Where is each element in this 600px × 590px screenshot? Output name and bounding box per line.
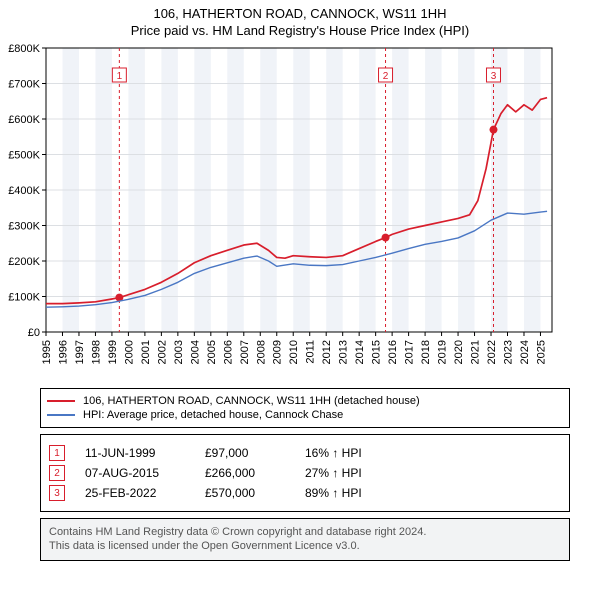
svg-text:£500K: £500K (8, 150, 40, 162)
svg-text:2003: 2003 (173, 340, 185, 364)
svg-text:2008: 2008 (255, 340, 267, 364)
chart-titles: 106, HATHERTON ROAD, CANNOCK, WS11 1HH P… (0, 0, 600, 38)
sale-delta: 89% ↑ HPI (305, 486, 405, 500)
sale-row: 1 11-JUN-1999 £97,000 16% ↑ HPI (49, 445, 561, 461)
license-line-2: This data is licensed under the Open Gov… (49, 539, 561, 553)
sale-date: 07-AUG-2015 (85, 466, 205, 480)
svg-text:2016: 2016 (387, 340, 399, 364)
svg-text:1995: 1995 (41, 340, 53, 364)
svg-text:2010: 2010 (288, 340, 300, 364)
legend: 106, HATHERTON ROAD, CANNOCK, WS11 1HH (… (40, 388, 570, 428)
svg-text:£400K: £400K (8, 185, 40, 197)
svg-text:£700K: £700K (8, 79, 40, 91)
sales-table: 1 11-JUN-1999 £97,000 16% ↑ HPI 2 07-AUG… (40, 434, 570, 512)
sale-price: £266,000 (205, 466, 305, 480)
svg-text:2014: 2014 (354, 340, 366, 364)
legend-label: 106, HATHERTON ROAD, CANNOCK, WS11 1HH (… (83, 395, 420, 407)
svg-text:2020: 2020 (453, 340, 465, 364)
svg-text:1999: 1999 (107, 340, 119, 364)
svg-text:£100K: £100K (8, 292, 40, 304)
svg-text:2012: 2012 (321, 340, 333, 364)
svg-text:2001: 2001 (140, 340, 152, 364)
svg-text:£800K: £800K (8, 43, 40, 55)
svg-text:3: 3 (491, 71, 497, 82)
sale-row: 2 07-AUG-2015 £266,000 27% ↑ HPI (49, 465, 561, 481)
svg-text:£600K: £600K (8, 114, 40, 126)
svg-text:1998: 1998 (90, 340, 102, 364)
svg-text:2018: 2018 (420, 340, 432, 364)
svg-text:2025: 2025 (535, 340, 547, 364)
sale-price: £570,000 (205, 486, 305, 500)
sale-marker-icon: 2 (49, 465, 65, 481)
sale-marker-icon: 3 (49, 485, 65, 501)
sale-marker-icon: 1 (49, 445, 65, 461)
svg-text:2000: 2000 (123, 340, 135, 364)
sale-delta: 16% ↑ HPI (305, 446, 405, 460)
sale-row: 3 25-FEB-2022 £570,000 89% ↑ HPI (49, 485, 561, 501)
svg-text:2006: 2006 (222, 340, 234, 364)
svg-text:2017: 2017 (404, 340, 416, 364)
svg-text:2011: 2011 (305, 340, 317, 364)
svg-text:2024: 2024 (519, 340, 531, 364)
title-subtitle: Price paid vs. HM Land Registry's House … (0, 23, 600, 38)
sale-date: 25-FEB-2022 (85, 486, 205, 500)
svg-text:1: 1 (117, 71, 123, 82)
sale-delta: 27% ↑ HPI (305, 466, 405, 480)
svg-text:2: 2 (383, 71, 389, 82)
title-address: 106, HATHERTON ROAD, CANNOCK, WS11 1HH (0, 6, 600, 21)
svg-text:2004: 2004 (189, 340, 201, 364)
svg-text:2023: 2023 (502, 340, 514, 364)
license-notice: Contains HM Land Registry data © Crown c… (40, 518, 570, 561)
svg-text:2015: 2015 (371, 340, 383, 364)
legend-swatch (47, 414, 75, 416)
legend-item-hpi: HPI: Average price, detached house, Cann… (47, 409, 563, 421)
legend-item-property: 106, HATHERTON ROAD, CANNOCK, WS11 1HH (… (47, 395, 563, 407)
legend-swatch (47, 400, 75, 402)
svg-text:1997: 1997 (74, 340, 86, 364)
license-line-1: Contains HM Land Registry data © Crown c… (49, 525, 561, 539)
sale-price: £97,000 (205, 446, 305, 460)
svg-text:2022: 2022 (486, 340, 498, 364)
svg-text:2021: 2021 (470, 340, 482, 364)
svg-text:2002: 2002 (156, 340, 168, 364)
svg-text:£200K: £200K (8, 256, 40, 268)
price-chart: £0 £100K £200K £300K £400K £500K £600K £700K £80… (0, 42, 560, 382)
svg-text:2009: 2009 (272, 340, 284, 364)
svg-text:£0: £0 (28, 327, 40, 339)
svg-text:2005: 2005 (206, 340, 218, 364)
svg-text:2007: 2007 (239, 340, 251, 364)
svg-text:2019: 2019 (437, 340, 449, 364)
chart-area: £0 £100K £200K £300K £400K £500K £600K £700K £80… (0, 42, 600, 382)
svg-text:£300K: £300K (8, 221, 40, 233)
sale-date: 11-JUN-1999 (85, 446, 205, 460)
svg-text:2013: 2013 (338, 340, 350, 364)
svg-text:1996: 1996 (57, 340, 69, 364)
legend-label: HPI: Average price, detached house, Cann… (83, 409, 343, 421)
